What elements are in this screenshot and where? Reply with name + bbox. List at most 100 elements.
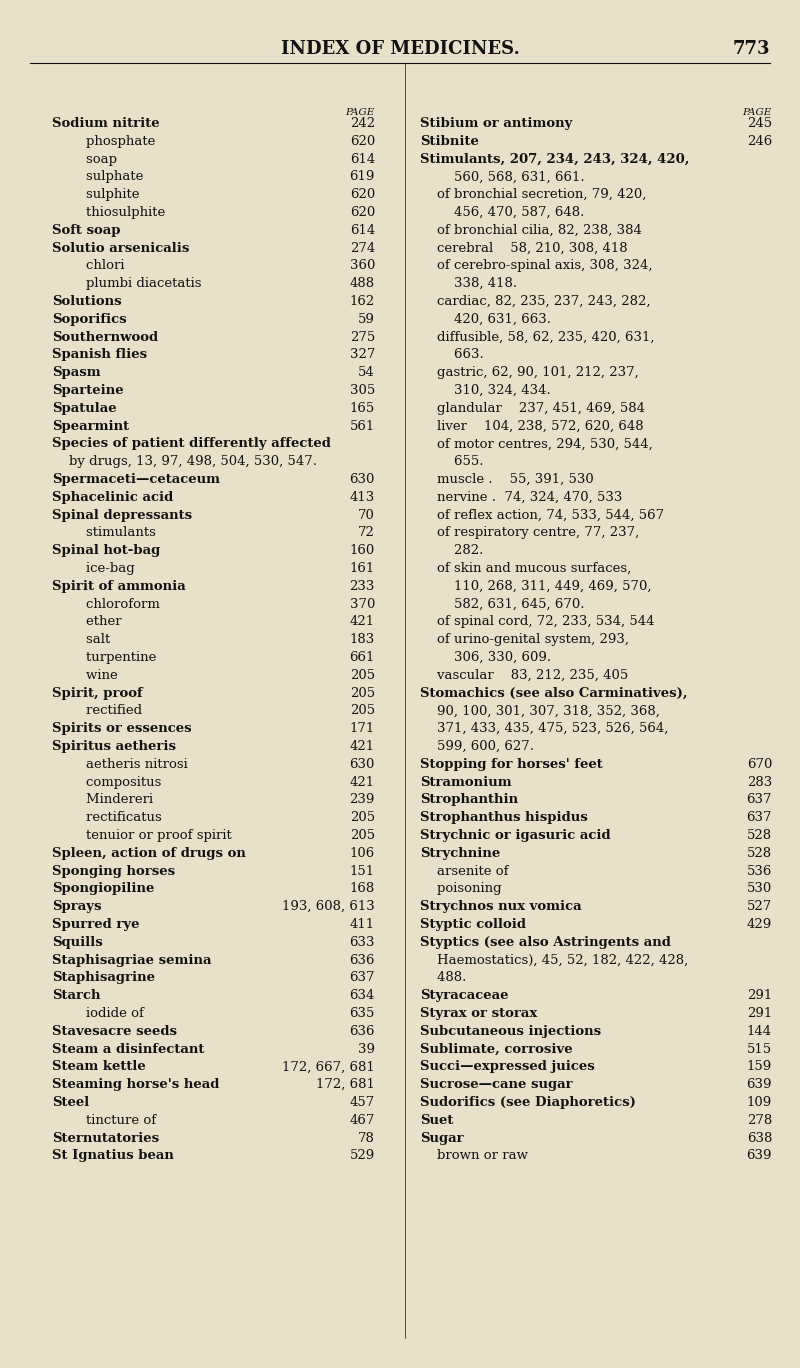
Text: of motor centres, 294, 530, 544,: of motor centres, 294, 530, 544, [420,438,653,450]
Text: Spirit of ammonia: Spirit of ammonia [52,580,186,592]
Text: 162: 162 [350,295,375,308]
Text: of respiratory centre, 77, 237,: of respiratory centre, 77, 237, [420,527,639,539]
Text: 560, 568, 631, 661.: 560, 568, 631, 661. [420,170,585,183]
Text: 371, 433, 435, 475, 523, 526, 564,: 371, 433, 435, 475, 523, 526, 564, [420,722,668,735]
Text: Spirit, proof: Spirit, proof [52,687,142,699]
Text: 636: 636 [350,1025,375,1038]
Text: rectificatus: rectificatus [52,811,162,824]
Text: Spatulae: Spatulae [52,402,117,415]
Text: Sudorifics (see Diaphoretics): Sudorifics (see Diaphoretics) [420,1096,636,1109]
Text: 360: 360 [350,260,375,272]
Text: Mindereri: Mindereri [52,793,153,806]
Text: Strychnic or igasuric acid: Strychnic or igasuric acid [420,829,610,841]
Text: 246: 246 [746,134,772,148]
Text: Spermaceti—cetaceum: Spermaceti—cetaceum [52,473,220,486]
Text: Solutions: Solutions [52,295,122,308]
Text: iodide of: iodide of [52,1007,144,1021]
Text: 457: 457 [350,1096,375,1109]
Text: 109: 109 [746,1096,772,1109]
Text: 172, 681: 172, 681 [316,1078,375,1092]
Text: 161: 161 [350,562,375,575]
Text: 630: 630 [350,758,375,770]
Text: diffusible, 58, 62, 235, 420, 631,: diffusible, 58, 62, 235, 420, 631, [420,331,654,343]
Text: 168: 168 [350,882,375,895]
Text: 639: 639 [746,1149,772,1163]
Text: 233: 233 [350,580,375,592]
Text: of skin and mucous surfaces,: of skin and mucous surfaces, [420,562,631,575]
Text: 536: 536 [746,865,772,877]
Text: wine: wine [52,669,118,681]
Text: 183: 183 [350,633,375,646]
Text: Species of patient differently affected: Species of patient differently affected [52,438,331,450]
Text: Spasm: Spasm [52,367,101,379]
Text: 633: 633 [350,936,375,948]
Text: Steel: Steel [52,1096,90,1109]
Text: 655.: 655. [420,456,483,468]
Text: Staphisagriae semina: Staphisagriae semina [52,953,211,967]
Text: of spinal cord, 72, 233, 534, 544: of spinal cord, 72, 233, 534, 544 [420,616,654,628]
Text: brown or raw: brown or raw [420,1149,528,1163]
Text: Spearmint: Spearmint [52,420,129,432]
Text: 614: 614 [350,152,375,166]
Text: of cerebro-spinal axis, 308, 324,: of cerebro-spinal axis, 308, 324, [420,260,653,272]
Text: 636: 636 [350,953,375,967]
Text: 637: 637 [350,971,375,985]
Text: Southernwood: Southernwood [52,331,158,343]
Text: Haemostatics), 45, 52, 182, 422, 428,: Haemostatics), 45, 52, 182, 422, 428, [420,953,688,967]
Text: Spurred rye: Spurred rye [52,918,139,930]
Text: 90, 100, 301, 307, 318, 352, 368,: 90, 100, 301, 307, 318, 352, 368, [420,705,660,717]
Text: PAGE: PAGE [346,108,375,118]
Text: 144: 144 [747,1025,772,1038]
Text: 421: 421 [350,616,375,628]
Text: Staphisagrine: Staphisagrine [52,971,155,985]
Text: compositus: compositus [52,776,162,788]
Text: Steam a disinfectant: Steam a disinfectant [52,1042,204,1056]
Text: 160: 160 [350,544,375,557]
Text: cardiac, 82, 235, 237, 243, 282,: cardiac, 82, 235, 237, 243, 282, [420,295,650,308]
Text: 634: 634 [350,989,375,1003]
Text: 420, 631, 663.: 420, 631, 663. [420,313,551,326]
Text: 274: 274 [350,242,375,254]
Text: cerebral    58, 210, 308, 418: cerebral 58, 210, 308, 418 [420,242,628,254]
Text: 172, 667, 681: 172, 667, 681 [282,1060,375,1074]
Text: 421: 421 [350,776,375,788]
Text: 305: 305 [350,384,375,397]
Text: Stibnite: Stibnite [420,134,479,148]
Text: Squills: Squills [52,936,102,948]
Text: PAGE: PAGE [742,108,772,118]
Text: Sugar: Sugar [420,1131,464,1145]
Text: Sparteine: Sparteine [52,384,124,397]
Text: 637: 637 [746,811,772,824]
Text: nervine .  74, 324, 470, 533: nervine . 74, 324, 470, 533 [420,491,622,503]
Text: gastric, 62, 90, 101, 212, 237,: gastric, 62, 90, 101, 212, 237, [420,367,638,379]
Text: ice-bag: ice-bag [52,562,134,575]
Text: Steaming horse's head: Steaming horse's head [52,1078,219,1092]
Text: Spanish flies: Spanish flies [52,349,147,361]
Text: Styrax or storax: Styrax or storax [420,1007,538,1021]
Text: 165: 165 [350,402,375,415]
Text: Sucrose—cane sugar: Sucrose—cane sugar [420,1078,573,1092]
Text: 488.: 488. [420,971,466,985]
Text: 529: 529 [350,1149,375,1163]
Text: 275: 275 [350,331,375,343]
Text: 620: 620 [350,134,375,148]
Text: 661: 661 [350,651,375,663]
Text: chlori: chlori [52,260,125,272]
Text: 599, 600, 627.: 599, 600, 627. [420,740,534,752]
Text: 39: 39 [358,1042,375,1056]
Text: rectified: rectified [52,705,142,717]
Text: arsenite of: arsenite of [420,865,509,877]
Text: 205: 205 [350,687,375,699]
Text: 78: 78 [358,1131,375,1145]
Text: tincture of: tincture of [52,1114,156,1127]
Text: Strophanthin: Strophanthin [420,793,518,806]
Text: chloroform: chloroform [52,598,160,610]
Text: soap: soap [52,152,117,166]
Text: 515: 515 [747,1042,772,1056]
Text: Spinal depressants: Spinal depressants [52,509,192,521]
Text: Stavesacre seeds: Stavesacre seeds [52,1025,177,1038]
Text: 205: 205 [350,705,375,717]
Text: glandular    237, 451, 469, 584: glandular 237, 451, 469, 584 [420,402,645,415]
Text: muscle .    55, 391, 530: muscle . 55, 391, 530 [420,473,594,486]
Text: ether: ether [52,616,122,628]
